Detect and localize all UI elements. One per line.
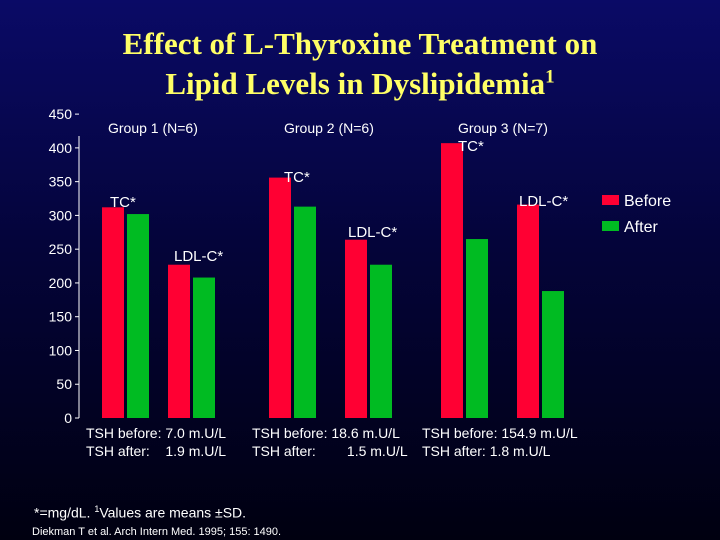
tsh-before-value: 18.6 m.U/L <box>331 425 400 441</box>
group-label-2: Group 2 (N=6) <box>284 120 374 136</box>
chart-title: Effect of L-Thyroxine Treatment on Lipid… <box>60 24 660 104</box>
category-label-1: TC* <box>110 194 136 211</box>
y-tick-label: 150 <box>49 309 73 325</box>
bar-labels: Group 1 (N=6) Group 2 (N=6) Group 3 (N=7) T… <box>108 120 568 265</box>
title-line-2: Lipid Levels in Dyslipidemia <box>165 66 546 101</box>
tsh-group-1: TSH before: 7.0 m.U/L TSH after: 1.9 m.U… <box>86 424 226 460</box>
bar-before-6 <box>517 204 539 418</box>
bar-before-1 <box>102 207 124 418</box>
y-tick-label: 200 <box>49 275 73 291</box>
legend-swatch-before <box>602 195 619 205</box>
footnote-text-2: Values are means ±SD. <box>99 504 247 521</box>
tsh-after-label: TSH after: <box>422 443 486 459</box>
tsh-group-3: TSH before: 154.9 m.U/L TSH after: 1.8 m… <box>422 424 578 460</box>
bar-after-3 <box>294 206 316 418</box>
footnote-text-1: *=mg/dL. <box>34 504 91 521</box>
category-label-5: TC* <box>458 138 484 155</box>
y-axis-ticks: 0 50 100 150 200 250 300 350 400 450 <box>49 106 79 426</box>
y-tick-label: 100 <box>49 342 73 358</box>
category-label-6: LDL-C* <box>519 193 568 210</box>
bar-before-2 <box>168 264 190 418</box>
bar-after-4 <box>370 264 392 418</box>
category-label-3: TC* <box>284 169 310 186</box>
bar-after-1 <box>127 214 149 418</box>
y-tick-label: 450 <box>49 106 73 122</box>
bar-after-2 <box>193 277 215 418</box>
tsh-before-label: TSH before: <box>422 425 498 441</box>
tsh-after-value: 1.9 m.U/L <box>165 443 227 459</box>
tsh-before-label: TSH before: <box>252 425 328 441</box>
bar-before-4 <box>345 239 367 418</box>
tsh-before-value: 7.0 m.U/L <box>165 425 227 441</box>
legend-swatch-after <box>602 221 619 231</box>
legend: Before After <box>602 193 671 236</box>
title-line-1: Effect of L-Thyroxine Treatment on <box>122 26 598 61</box>
y-tick-label: 0 <box>64 410 72 426</box>
title-superscript: 1 <box>545 66 555 88</box>
tsh-after-value: 1.5 m.U/L <box>346 443 408 459</box>
tsh-after-value: 1.8 m.U/L <box>489 443 551 459</box>
citation: Diekman T et al. Arch Intern Med. 1995; … <box>32 526 282 538</box>
category-label-4: LDL-C* <box>348 224 397 241</box>
y-tick-label: 350 <box>49 174 73 190</box>
tsh-after-label: TSH after: <box>252 443 316 459</box>
category-label-2: LDL-C* <box>174 248 223 265</box>
group-label-1: Group 1 (N=6) <box>108 120 198 136</box>
legend-label-before: Before <box>624 193 671 210</box>
bar-before-5 <box>441 143 463 418</box>
bar-after-5 <box>466 239 488 418</box>
y-tick-label: 400 <box>49 140 73 156</box>
bars <box>102 143 564 418</box>
footnote: *=mg/dL. 1Values are means ±SD. <box>34 504 246 521</box>
bar-before-3 <box>269 177 291 418</box>
tsh-before-value: 154.9 m.U/L <box>501 425 578 441</box>
y-tick-label: 250 <box>49 241 73 257</box>
y-tick-label: 50 <box>56 376 72 392</box>
tsh-before-label: TSH before: <box>86 425 162 441</box>
tsh-after-label: TSH after: <box>86 443 150 459</box>
footnote-superscript: 1 <box>94 504 100 514</box>
bar-after-6 <box>542 291 564 418</box>
tsh-group-2: TSH before: 18.6 m.U/L TSH after: 1.5 m.… <box>252 424 408 460</box>
group-label-3: Group 3 (N=7) <box>458 120 548 136</box>
legend-label-after: After <box>624 219 658 236</box>
y-tick-label: 300 <box>49 207 73 223</box>
